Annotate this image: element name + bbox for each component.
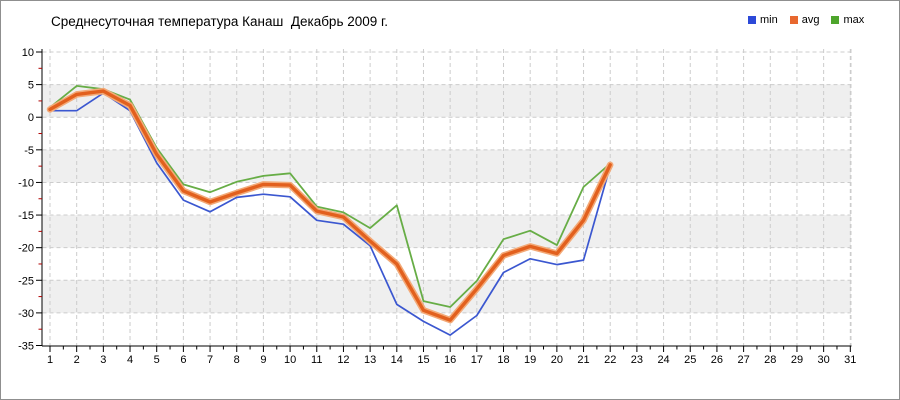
y-axis-labels: 10 5 0 -5 -10 -15 -20 -25 -30 -35 [18,47,34,352]
y-axis-minor-ticks [38,67,42,330]
svg-text:10: 10 [284,354,296,366]
svg-text:18: 18 [497,354,509,366]
x-axis-ticks [49,346,851,352]
legend-label-avg: avg [801,14,820,26]
min-series-line [50,92,612,336]
svg-text:23: 23 [631,354,643,366]
max-color-swatch [831,16,840,24]
svg-text:4: 4 [127,354,133,366]
svg-text:10: 10 [22,47,34,59]
svg-text:19: 19 [524,354,536,366]
svg-text:1: 1 [47,354,53,366]
svg-text:5: 5 [28,80,34,92]
svg-text:14: 14 [391,354,403,366]
svg-text:-30: -30 [18,308,34,320]
gridlines [42,49,852,346]
legend-label-max: max [843,14,865,26]
svg-text:2: 2 [74,354,80,366]
svg-text:20: 20 [551,354,563,366]
svg-text:0: 0 [28,112,34,124]
y-axis-ticks [36,51,42,346]
legend-item-avg: avg [789,14,820,26]
svg-text:15: 15 [417,354,429,366]
chart-title: Среднесуточная температура Канаш Декабрь… [51,14,389,29]
legend-item-min: min [748,14,778,26]
plot-bands [42,84,851,313]
svg-text:24: 24 [657,354,669,366]
svg-text:17: 17 [471,354,483,366]
svg-text:-35: -35 [18,340,34,352]
svg-text:12: 12 [337,354,349,366]
avg-series-line [48,89,612,322]
svg-text:22: 22 [604,354,616,366]
svg-text:-5: -5 [24,145,34,157]
legend-label-min: min [760,14,778,26]
svg-text:27: 27 [737,354,749,366]
svg-text:9: 9 [260,354,266,366]
svg-text:-20: -20 [18,243,34,255]
svg-text:16: 16 [444,354,456,366]
x-axis-labels: 1 2 3 4 5 6 7 8 9 10 11 12 13 14 15 16 17 18 19 20 21 22 23 24 2… [47,354,856,366]
svg-text:31: 31 [844,354,856,366]
svg-text:3: 3 [100,354,106,366]
svg-text:29: 29 [791,354,803,366]
legend: min avg max [748,14,864,26]
svg-text:-25: -25 [18,275,34,287]
avg-color-swatch [789,16,798,24]
svg-text:5: 5 [154,354,160,366]
svg-text:26: 26 [711,354,723,366]
svg-text:-15: -15 [18,210,34,222]
svg-text:28: 28 [764,354,776,366]
min-color-swatch [748,16,756,24]
svg-text:30: 30 [818,354,830,366]
svg-text:13: 13 [364,354,376,366]
svg-text:7: 7 [207,354,213,366]
svg-text:21: 21 [577,354,589,366]
svg-text:11: 11 [311,354,322,366]
legend-item-max: max [831,14,864,26]
svg-text:-10: -10 [18,177,34,189]
svg-text:25: 25 [684,354,696,366]
svg-text:6: 6 [180,354,186,366]
svg-text:8: 8 [234,354,240,366]
